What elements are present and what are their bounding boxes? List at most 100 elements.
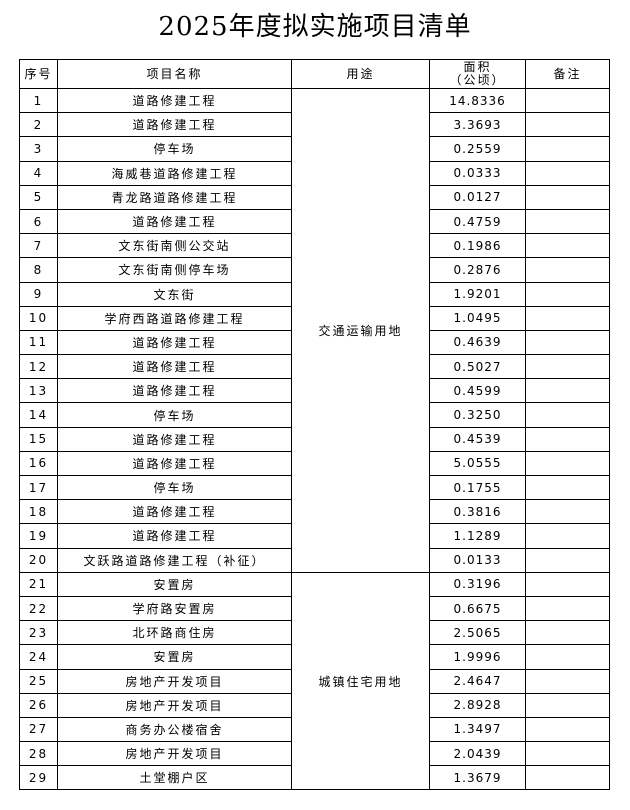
cell-area: 5.0555 bbox=[429, 450, 526, 477]
cell-note bbox=[525, 450, 610, 477]
cell-name: 道路修建工程 bbox=[57, 426, 292, 452]
cell-name: 房地产开发项目 bbox=[57, 692, 292, 718]
cell-no: 7 bbox=[19, 233, 58, 259]
cell-area: 0.0333 bbox=[429, 160, 526, 186]
cell-name: 商务办公楼宿舍 bbox=[57, 716, 292, 743]
cell-area: 2.8928 bbox=[429, 692, 526, 718]
cell-note bbox=[525, 547, 610, 573]
cell-area: 0.3250 bbox=[429, 402, 526, 428]
table-row: 1 道路修建工程 交通运输用地 14.8336 bbox=[19, 87, 610, 573]
cell-note bbox=[525, 233, 610, 259]
header-no: 序号 bbox=[19, 59, 58, 89]
header-use: 用途 bbox=[291, 59, 430, 89]
cell-note bbox=[525, 595, 610, 622]
header-name: 项目名称 bbox=[57, 59, 292, 89]
cell-no: 16 bbox=[19, 450, 58, 477]
cell-area: 0.4759 bbox=[429, 208, 526, 235]
cell-area: 2.0439 bbox=[429, 741, 526, 767]
cell-name: 道路修建工程 bbox=[57, 208, 292, 235]
cell-no: 25 bbox=[19, 668, 58, 694]
cell-no: 1 bbox=[19, 87, 58, 114]
cell-no: 12 bbox=[19, 354, 58, 380]
cell-name: 道路修建工程 bbox=[57, 523, 292, 549]
table-row: 10 学府西路道路修建工程 1.0495 bbox=[19, 305, 610, 331]
cell-area: 0.4539 bbox=[429, 426, 526, 452]
cell-area: 0.4599 bbox=[429, 378, 526, 404]
cell-note bbox=[525, 208, 610, 235]
cell-name: 道路修建工程 bbox=[57, 112, 292, 138]
cell-note bbox=[525, 87, 610, 114]
cell-area: 0.2876 bbox=[429, 257, 526, 283]
cell-use: 交通运输用地 bbox=[291, 88, 430, 573]
cell-name: 房地产开发项目 bbox=[57, 668, 292, 694]
cell-area: 0.4639 bbox=[429, 329, 526, 356]
cell-no: 22 bbox=[19, 595, 58, 622]
cell-note bbox=[525, 329, 610, 356]
cell-no: 10 bbox=[19, 305, 58, 331]
table-row: 3 停车场 0.2559 bbox=[19, 136, 610, 162]
cell-note bbox=[525, 378, 610, 404]
cell-area: 2.5065 bbox=[429, 620, 526, 646]
cell-area: 14.8336 bbox=[429, 87, 526, 114]
cell-note bbox=[525, 716, 610, 743]
cell-no: 11 bbox=[19, 329, 58, 356]
table-row: 22 学府路安置房 0.6675 bbox=[19, 595, 610, 622]
cell-no: 17 bbox=[19, 474, 58, 501]
cell-area: 1.9201 bbox=[429, 281, 526, 307]
cell-area: 0.5027 bbox=[429, 354, 526, 380]
cell-no: 29 bbox=[19, 765, 58, 791]
cell-name: 道路修建工程 bbox=[57, 329, 292, 356]
cell-note bbox=[525, 741, 610, 767]
cell-note bbox=[525, 765, 610, 791]
table-row: 12 道路修建工程 0.5027 bbox=[19, 354, 610, 380]
table-row: 29 土堂棚户区 1.3679 bbox=[19, 765, 610, 791]
cell-no: 18 bbox=[19, 499, 58, 525]
cell-no: 15 bbox=[19, 426, 58, 452]
cell-no: 5 bbox=[19, 184, 58, 210]
table-row: 16 道路修建工程 5.0555 bbox=[19, 450, 610, 477]
cell-area: 1.9996 bbox=[429, 644, 526, 670]
cell-no: 19 bbox=[19, 523, 58, 549]
cell-note bbox=[525, 136, 610, 162]
cell-note bbox=[525, 644, 610, 670]
cell-area: 1.3679 bbox=[429, 765, 526, 791]
cell-name: 道路修建工程 bbox=[57, 378, 292, 404]
cell-name: 安置房 bbox=[57, 571, 292, 597]
cell-note bbox=[525, 305, 610, 331]
cell-name: 道路修建工程 bbox=[57, 87, 292, 114]
table-row: 24 安置房 1.9996 bbox=[19, 644, 610, 670]
table-row: 28 房地产开发项目 2.0439 bbox=[19, 741, 610, 767]
cell-name: 停车场 bbox=[57, 474, 292, 501]
cell-no: 26 bbox=[19, 692, 58, 718]
cell-note bbox=[525, 257, 610, 283]
cell-note bbox=[525, 160, 610, 186]
cell-no: 23 bbox=[19, 620, 58, 646]
table-row: 15 道路修建工程 0.4539 bbox=[19, 426, 610, 452]
cell-area: 1.3497 bbox=[429, 716, 526, 743]
cell-area: 0.1986 bbox=[429, 233, 526, 259]
cell-no: 6 bbox=[19, 208, 58, 235]
table-row: 25 房地产开发项目 2.4647 bbox=[19, 668, 610, 694]
cell-no: 4 bbox=[19, 160, 58, 186]
cell-name: 停车场 bbox=[57, 402, 292, 428]
cell-area: 0.1755 bbox=[429, 474, 526, 501]
cell-no: 21 bbox=[19, 571, 58, 597]
cell-note bbox=[525, 692, 610, 718]
cell-note bbox=[525, 474, 610, 501]
table-row: 14 停车场 0.3250 bbox=[19, 402, 610, 428]
table-row: 21 安置房 城镇住宅用地 0.3196 bbox=[19, 571, 610, 791]
cell-note bbox=[525, 523, 610, 549]
cell-note bbox=[525, 112, 610, 138]
cell-name: 文跃路道路修建工程（补征） bbox=[57, 547, 292, 573]
cell-name: 北环路商住房 bbox=[57, 620, 292, 646]
cell-use: 城镇住宅用地 bbox=[291, 571, 430, 791]
cell-area: 0.6675 bbox=[429, 595, 526, 622]
cell-name: 青龙路道路修建工程 bbox=[57, 184, 292, 210]
cell-no: 20 bbox=[19, 547, 58, 573]
table-row: 20 文跃路道路修建工程（补征） 0.0133 bbox=[19, 547, 610, 573]
cell-note bbox=[525, 426, 610, 452]
cell-area: 0.3816 bbox=[429, 499, 526, 525]
cell-area: 0.0133 bbox=[429, 547, 526, 573]
cell-note bbox=[525, 620, 610, 646]
cell-note bbox=[525, 571, 610, 597]
